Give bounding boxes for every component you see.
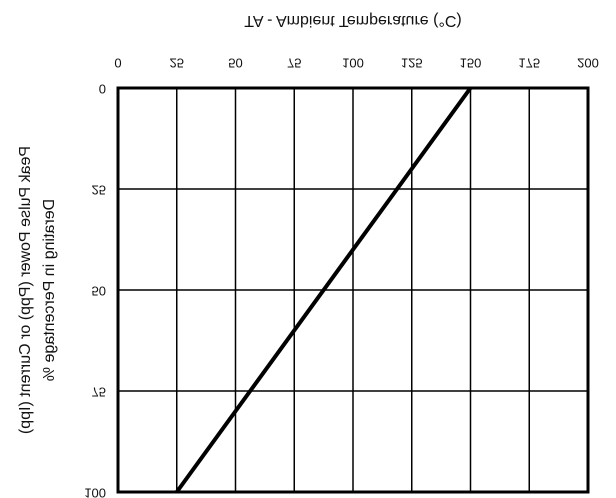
x-tick-label: 75 <box>287 56 301 71</box>
y-axis-label: Derating in Percentage % <box>41 199 58 381</box>
x-tick-label: 100 <box>342 56 364 71</box>
x-tick-label: 0 <box>114 56 121 71</box>
x-axis-label: TA - Ambient Temperature (°C) <box>244 12 461 29</box>
x-tick-label: 25 <box>170 56 184 71</box>
y-tick-label: 0 <box>99 82 106 97</box>
flipped-chart: 0 25 50 75 100 125 150 175 200 0 25 50 75 100 TA - Amb… <box>17 12 599 498</box>
x-tick-label: 150 <box>460 56 482 71</box>
y-tick-label: 50 <box>92 284 106 299</box>
y-axis-label: Peak Pulse Power (Ppp) or Current (Ipp) <box>17 146 34 434</box>
x-tick-label: 200 <box>577 56 599 71</box>
plot-border <box>116 86 590 494</box>
x-tick-label: 50 <box>228 56 242 71</box>
y-tick-label: 100 <box>84 486 106 498</box>
x-tick-label: 175 <box>518 56 540 71</box>
data-line <box>175 86 473 494</box>
y-tick-label: 75 <box>92 385 106 400</box>
y-tick-label: 25 <box>92 183 106 198</box>
x-tick-label: 125 <box>401 56 423 71</box>
